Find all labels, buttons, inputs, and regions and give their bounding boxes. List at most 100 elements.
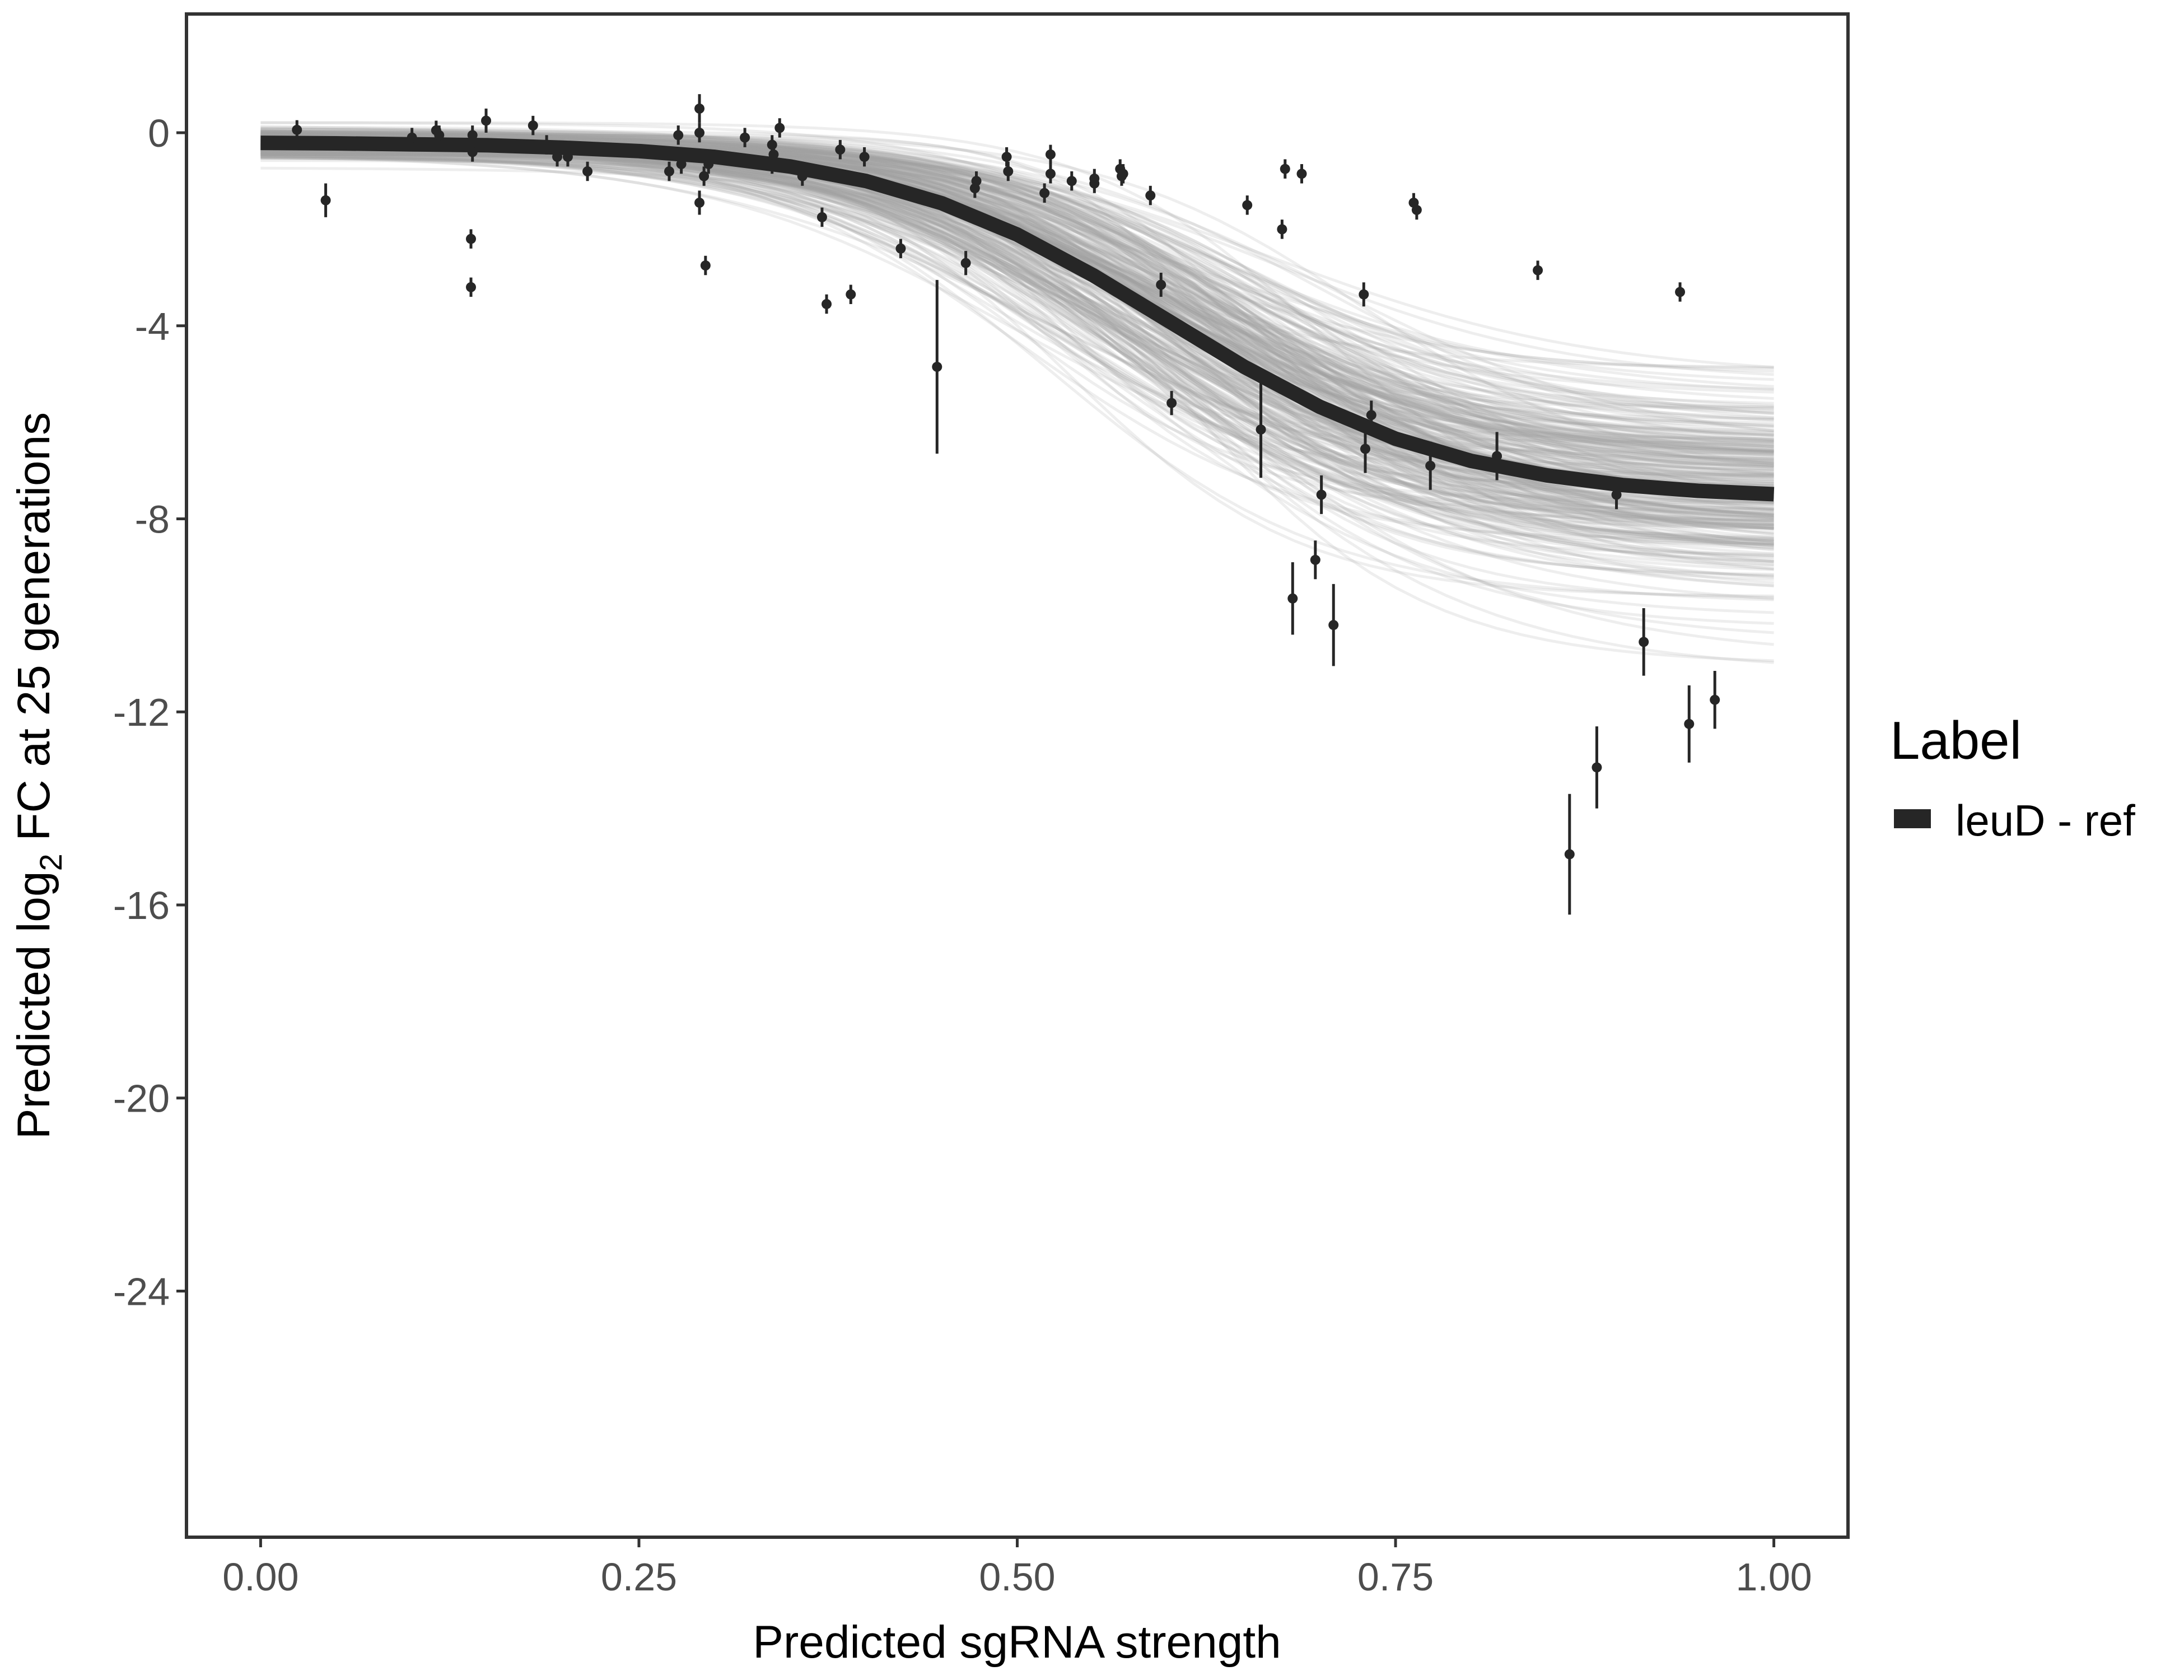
posterior-draw-line: [260, 151, 1774, 468]
point-marker: [1310, 554, 1320, 565]
point-marker: [694, 103, 705, 114]
point-marker: [767, 159, 777, 170]
data-point: [562, 147, 573, 167]
posterior-draw-line: [260, 128, 1774, 505]
data-point: [1675, 282, 1686, 302]
point-marker: [822, 298, 832, 309]
data-point: [694, 94, 705, 123]
posterior-draw-line: [260, 155, 1774, 505]
posterior-draw-line: [260, 130, 1774, 432]
data-point: [694, 123, 705, 143]
data-point: [816, 207, 827, 227]
posterior-draw-line: [260, 153, 1774, 501]
point-marker: [1118, 169, 1128, 179]
data-point: [1296, 164, 1307, 184]
posterior-draw-line: [260, 132, 1774, 475]
data-point: [1003, 161, 1014, 181]
data-point: [1639, 608, 1649, 676]
posterior-draw-line: [260, 151, 1774, 541]
point-marker: [768, 149, 779, 160]
posterior-draw-line: [260, 151, 1774, 530]
point-marker: [932, 362, 942, 372]
posterior-draw-line: [260, 133, 1774, 450]
point-marker: [1611, 489, 1622, 500]
point-marker: [552, 152, 563, 162]
point-marker: [960, 258, 971, 268]
data-point: [1359, 282, 1369, 307]
data-point: [582, 161, 593, 181]
data-points: [292, 94, 1720, 915]
y-tick-label: -24: [113, 1270, 170, 1313]
legend-key-leuD-ref: [1894, 809, 1931, 828]
posterior-draw-line: [260, 133, 1774, 543]
posterior-draw-line: [260, 149, 1774, 508]
point-marker: [542, 139, 552, 150]
posterior-draw-line: [260, 157, 1774, 543]
data-point: [1089, 169, 1100, 189]
x-tick-label: 0.25: [601, 1555, 677, 1599]
point-marker: [699, 171, 710, 181]
data-point: [673, 125, 684, 145]
point-marker: [1145, 190, 1156, 201]
posterior-draw-line: [260, 156, 1774, 388]
data-point: [1145, 185, 1156, 206]
data-point: [1533, 260, 1543, 280]
point-marker: [1684, 718, 1695, 729]
y-axis-title: Predicted log2 FC at 25 generations: [8, 412, 68, 1139]
data-point: [1287, 562, 1298, 635]
data-point: [1045, 164, 1056, 184]
point-marker: [1287, 593, 1298, 604]
data-point: [676, 154, 687, 174]
point-marker: [971, 176, 982, 186]
point-marker: [1280, 164, 1290, 174]
data-point: [1411, 200, 1422, 220]
x-axis-title: Predicted sgRNA strength: [753, 1617, 1281, 1668]
point-marker: [1639, 637, 1649, 647]
data-point: [835, 139, 846, 160]
data-point: [1425, 441, 1436, 490]
posterior-draw-line: [260, 156, 1774, 427]
posterior-draw-line: [260, 132, 1774, 454]
posterior-draw-line: [260, 136, 1774, 446]
data-point: [467, 125, 478, 145]
fit-curve-group: [260, 136, 1775, 502]
y-tick-label: -12: [113, 690, 170, 734]
data-point: [797, 166, 808, 186]
point-marker: [1089, 173, 1100, 184]
posterior-draw-line: [260, 132, 1774, 493]
posterior-draw-line: [260, 132, 1774, 496]
posterior-draw-line: [260, 152, 1774, 444]
data-point: [1001, 147, 1012, 167]
point-marker: [664, 166, 674, 176]
y-tick-label: -20: [113, 1077, 170, 1121]
posterior-draw-line: [260, 130, 1774, 496]
point-marker: [1492, 451, 1502, 461]
point-marker: [774, 123, 785, 133]
data-point: [971, 171, 982, 191]
posterior-draw-line: [260, 144, 1774, 505]
data-point: [552, 147, 563, 167]
data-point: [466, 277, 477, 297]
point-marker: [1277, 224, 1287, 235]
data-point: [1310, 540, 1320, 580]
posterior-draw-line: [260, 151, 1774, 530]
posterior-draw-line: [260, 152, 1774, 448]
posterior-draw-line: [260, 132, 1774, 564]
data-point: [740, 128, 750, 147]
point-marker: [703, 159, 714, 170]
x-axis-ticks: 0.00 0.25 0.50 0.75 1.00: [222, 1537, 1812, 1599]
x-tick-label: 0.00: [222, 1555, 298, 1599]
point-marker: [673, 130, 684, 141]
posterior-draw-line: [260, 150, 1774, 634]
posterior-draw-line: [260, 134, 1774, 468]
posterior-draw-line: [260, 133, 1774, 465]
posterior-draw-line: [260, 134, 1774, 468]
posterior-draw-line: [260, 152, 1774, 506]
posterior-draw-line: [260, 155, 1774, 563]
data-point: [1360, 424, 1371, 473]
posterior-draw-line: [260, 125, 1774, 579]
data-point: [1492, 432, 1502, 480]
point-marker: [481, 115, 492, 126]
point-marker: [528, 120, 538, 131]
data-point: [1045, 144, 1056, 165]
